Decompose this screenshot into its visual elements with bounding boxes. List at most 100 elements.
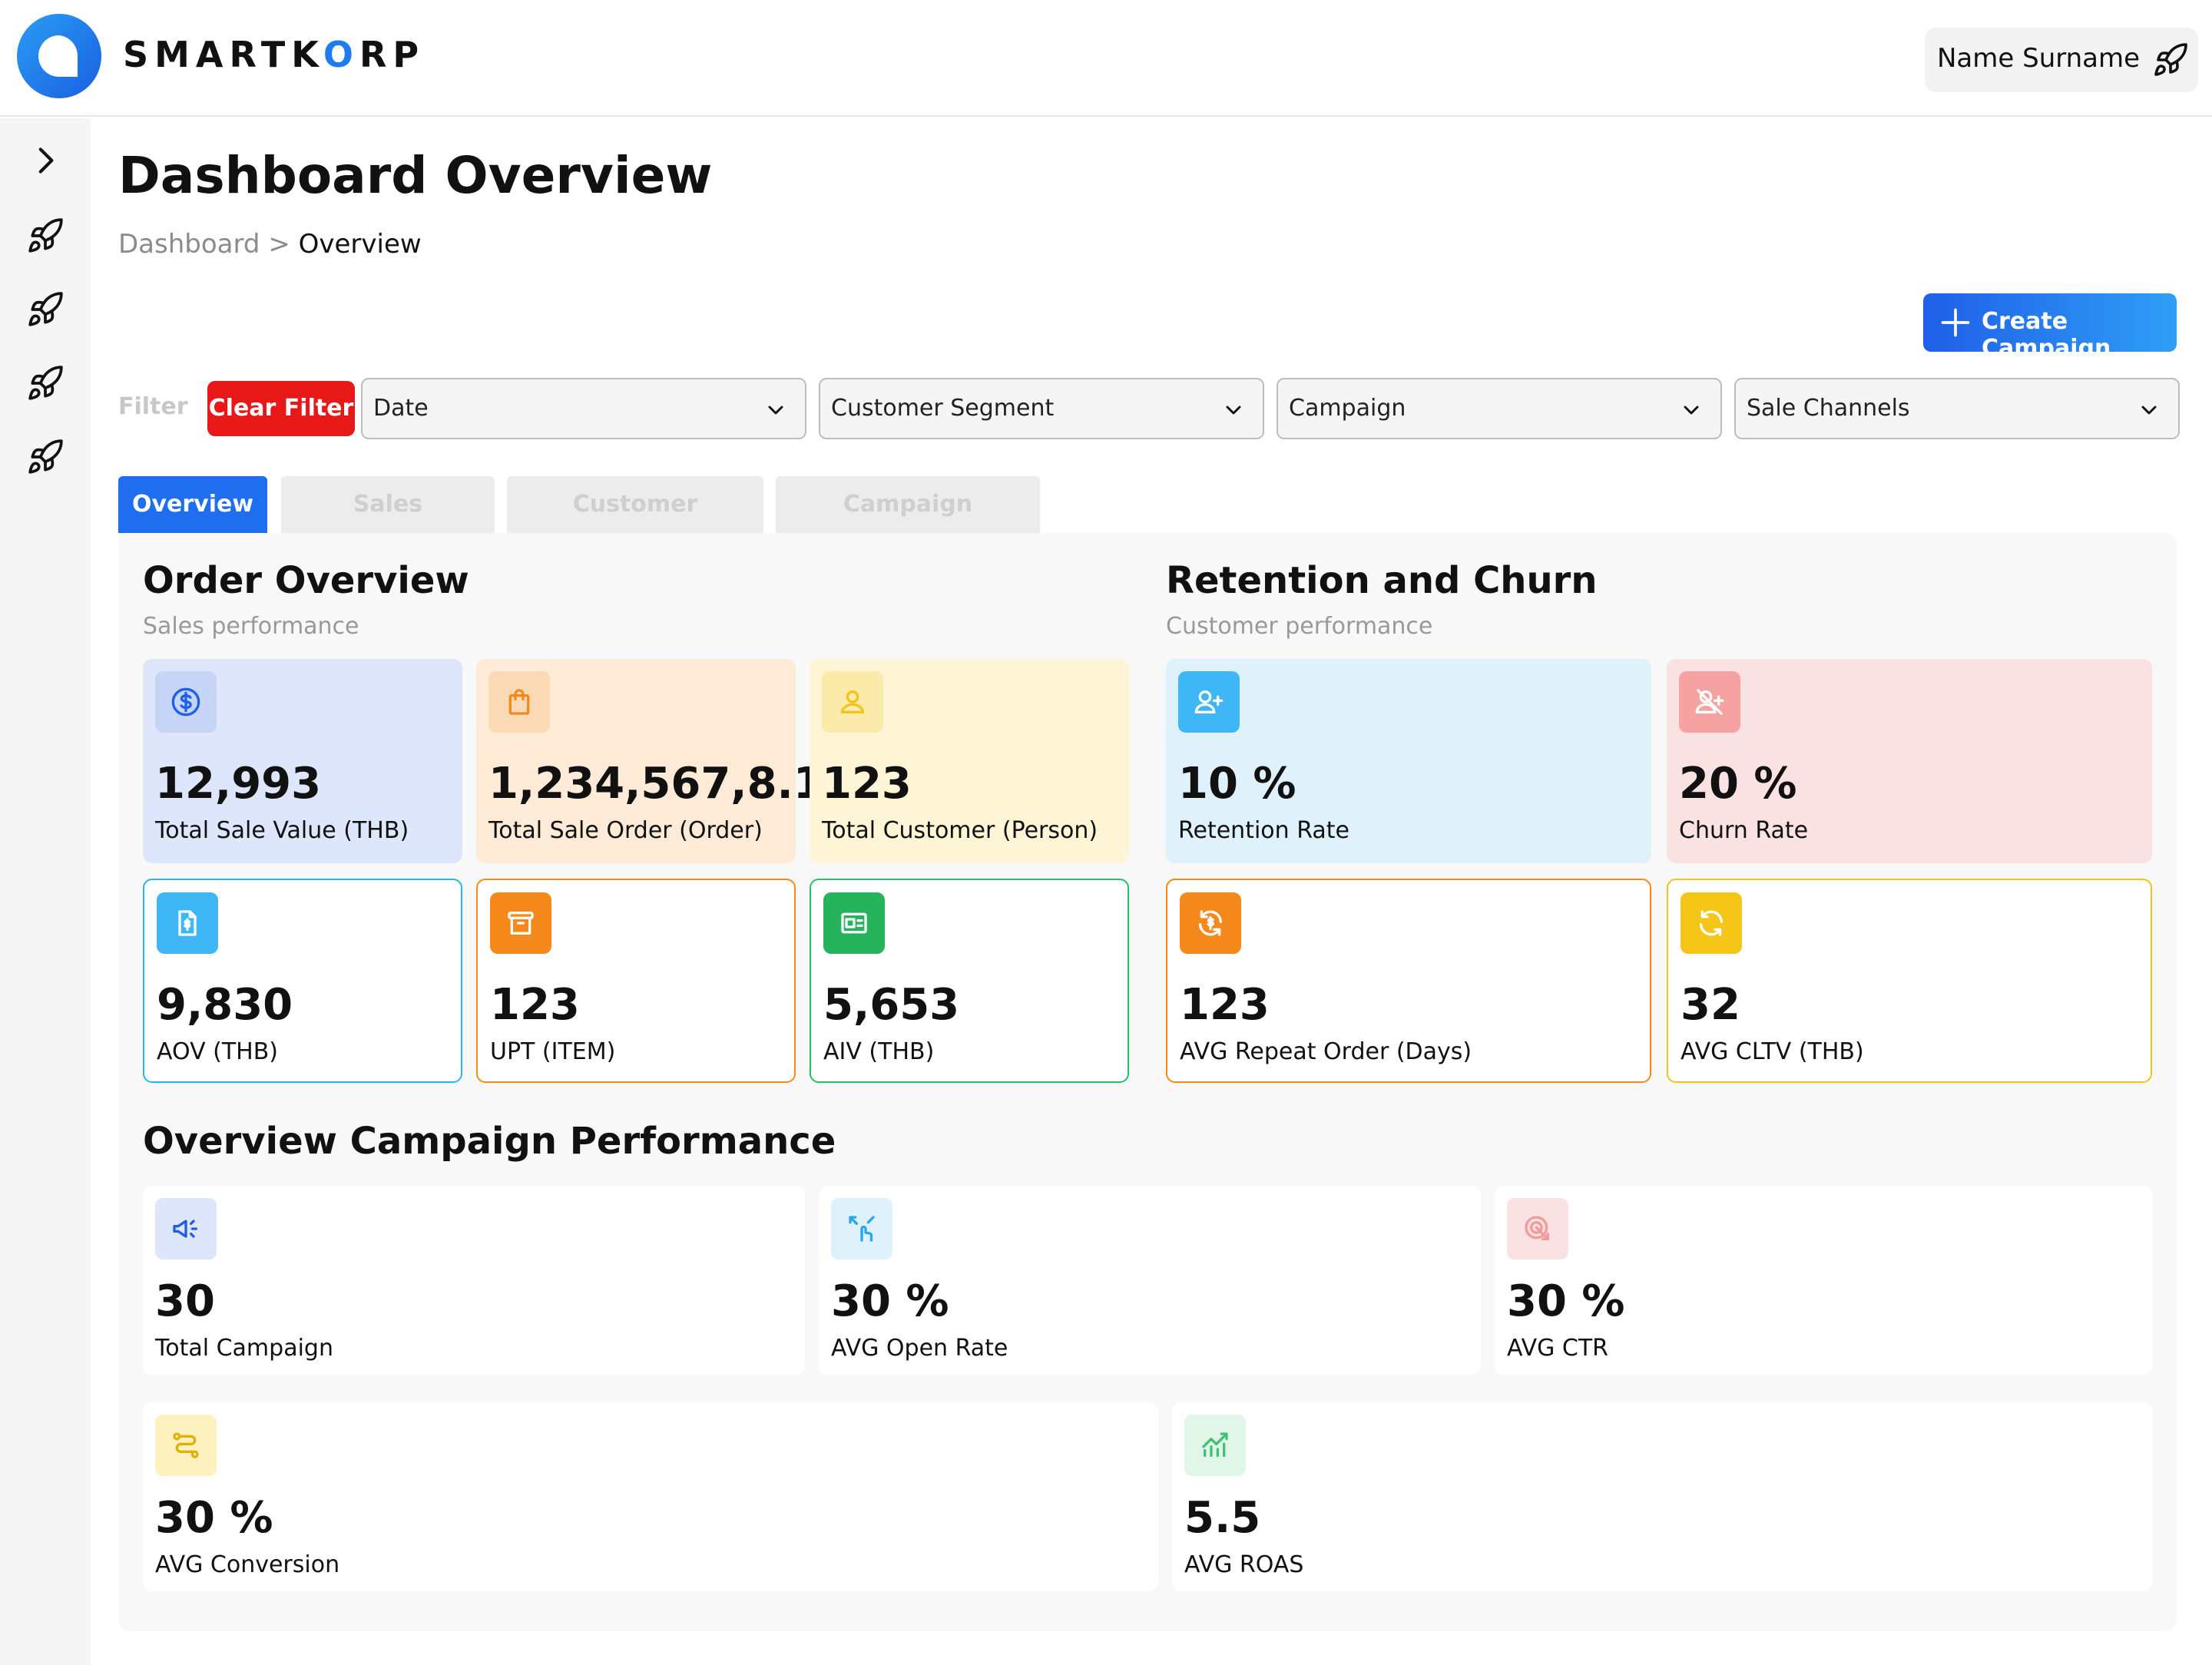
avg-ctr-label: AVG CTR [1507, 1335, 1609, 1362]
order-overview-title: Order Overview [143, 559, 469, 602]
avg-ctr-value: 30 % [1507, 1276, 1625, 1326]
route-icon [173, 1432, 199, 1458]
avg-conversion-label: AVG Conversion [155, 1551, 340, 1578]
total-sale-order-value: 1,234,567,8.12 [488, 759, 853, 809]
target-click-icon [1525, 1216, 1549, 1240]
avg-cltv-value: 32 [1681, 980, 1740, 1030]
tab-customer-performance[interactable]: Customer Performance [507, 476, 763, 574]
aiv-value: 5,653 [823, 980, 960, 1030]
refresh-cycle-icon [1700, 910, 1723, 936]
churn-rate-value: 20 % [1679, 759, 1797, 809]
customer-segment-select[interactable]: Customer Segment [819, 378, 1264, 439]
user-name: Name Surname [1937, 43, 2141, 74]
money-bill-icon [841, 912, 867, 934]
total-campaign-value: 30 [155, 1276, 215, 1326]
total-customer-label: Total Customer (Person) [822, 817, 1098, 844]
rocket-icon [2154, 43, 2187, 76]
route-icon-box [155, 1415, 217, 1476]
upt-label: UPT (ITEM) [490, 1038, 616, 1065]
user-menu[interactable]: Name Surname [1925, 28, 2198, 92]
campaign-select-value: Campaign [1289, 395, 1406, 422]
avg-ctr-card: 30 % AVG CTR [1495, 1186, 2152, 1375]
top-bar: SMARTKORP Name Surname [0, 0, 2212, 117]
customer-segment-select-value: Customer Segment [831, 395, 1055, 422]
sale-channels-select-value: Sale Channels [1747, 395, 1910, 422]
expand-sidebar-chevron-right-icon[interactable] [26, 141, 65, 180]
avg-roas-card: 5.5 AVG ROAS [1172, 1402, 2152, 1591]
chevron-down-icon [1684, 405, 1699, 415]
target-icon-box [1507, 1198, 1568, 1260]
tab-overview[interactable]: Overview [118, 476, 267, 533]
total-campaign-card: 30 Total Campaign [143, 1186, 805, 1375]
chevron-down-icon [2141, 405, 2157, 415]
total-sale-value-label: Total Sale Value (THB) [155, 817, 409, 844]
user-plus-icon [1194, 690, 1224, 713]
upt-card: 123 UPT (ITEM) [476, 879, 796, 1083]
sidebar [0, 118, 91, 1665]
campaign-performance-title: Overview Campaign Performance [143, 1120, 836, 1163]
bag-icon-box [488, 671, 550, 733]
retention-rate-label: Retention Rate [1178, 817, 1349, 844]
retention-rate-card: 10 % Retention Rate [1166, 659, 1651, 863]
user-off-icon-box [1679, 671, 1740, 733]
date-select[interactable]: Date [361, 378, 806, 439]
user-icon [840, 690, 865, 713]
avg-repeat-order-value: 123 [1180, 980, 1270, 1030]
chart-icon-box [1184, 1415, 1246, 1476]
sidebar-rocket-icon-4[interactable] [26, 438, 65, 476]
total-campaign-label: Total Campaign [155, 1335, 333, 1362]
retention-rate-value: 10 % [1178, 759, 1296, 809]
sidebar-rocket-icon-3[interactable] [26, 364, 65, 402]
total-customer-value: 123 [822, 759, 912, 809]
tab-campaign-performance[interactable]: Campaign Performance [776, 476, 1040, 574]
user-icon-box [822, 671, 883, 733]
avg-cltv-card: 32 AVG CLTV (THB) [1667, 879, 2152, 1083]
create-campaign-button[interactable]: Create Campaign [1923, 293, 2177, 362]
avg-repeat-order-label: AVG Repeat Order (Days) [1180, 1038, 1472, 1065]
hand-touch-icon [849, 1216, 875, 1242]
breadcrumb-parent[interactable]: Dashboard [118, 229, 260, 260]
churn-rate-card: 20 % Churn Rate [1667, 659, 2152, 863]
order-overview-subtitle: Sales performance [143, 613, 359, 640]
brand-name: SMARTKORP [123, 34, 426, 75]
avg-conversion-card: 30 % AVG Conversion [143, 1402, 1158, 1591]
retention-subtitle: Customer performance [1166, 613, 1433, 640]
retention-title: Retention and Churn [1166, 559, 1598, 602]
total-sale-order-label: Total Sale Order (Order) [488, 817, 763, 844]
breadcrumb-current: Overview [298, 229, 422, 260]
aov-label: AOV (THB) [157, 1038, 279, 1065]
smartkorp-logo-icon[interactable] [17, 14, 101, 98]
chevron-down-icon [1226, 405, 1241, 415]
archive-icon-box [490, 892, 551, 954]
refresh-dollar-icon-box [1180, 892, 1241, 954]
dollar-icon-box [155, 671, 217, 733]
user-off-icon [1695, 689, 1724, 715]
sidebar-rocket-icon-1[interactable] [26, 217, 65, 255]
growth-chart-icon [1202, 1432, 1228, 1457]
dollar-circle-icon [171, 687, 200, 717]
campaign-select[interactable]: Campaign [1277, 378, 1722, 439]
total-sale-value-card: 12,993 Total Sale Value (THB) [143, 659, 462, 863]
aiv-label: AIV (THB) [823, 1038, 935, 1065]
create-campaign-label: Create Campaign [1982, 308, 2111, 362]
sale-channels-select[interactable]: Sale Channels [1734, 378, 2180, 439]
avg-cltv-label: AVG CLTV (THB) [1681, 1038, 1864, 1065]
user-plus-icon-box [1178, 671, 1240, 733]
clear-filter-button[interactable]: Clear Filter [207, 381, 355, 436]
touch-icon-box [831, 1198, 892, 1260]
total-sale-value: 12,993 [155, 759, 322, 809]
avg-open-rate-label: AVG Open Rate [831, 1335, 1008, 1362]
sidebar-rocket-icon-2[interactable] [26, 290, 65, 329]
tab-sales-performance[interactable]: Sales Performance [281, 476, 495, 574]
date-select-value: Date [373, 395, 429, 422]
breadcrumb: Dashboard > Overview [118, 229, 422, 260]
avg-roas-value: 5.5 [1184, 1493, 1261, 1543]
aiv-card: 5,653 AIV (THB) [810, 879, 1129, 1083]
avg-roas-label: AVG ROAS [1184, 1551, 1304, 1578]
chevron-down-icon [768, 405, 783, 415]
page-title: Dashboard Overview [118, 146, 713, 205]
refresh-dollar-icon [1199, 910, 1222, 936]
plus-icon [1941, 308, 1970, 337]
total-sale-order-card: 1,234,567,8.12 Total Sale Order (Order) [476, 659, 853, 863]
avg-open-rate-value: 30 % [831, 1276, 949, 1326]
